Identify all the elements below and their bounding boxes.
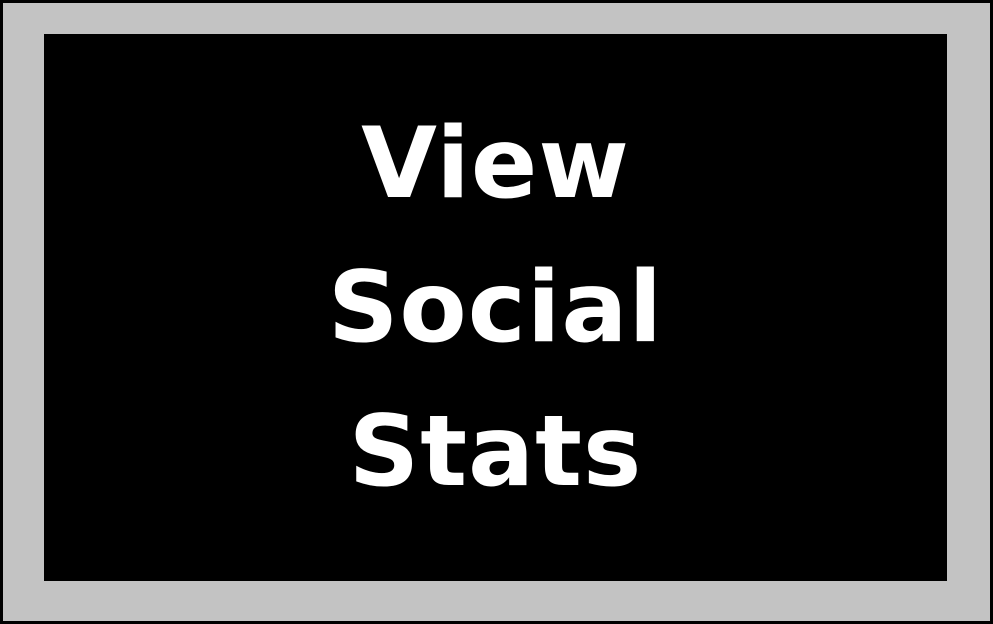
button-label-line-2: Social	[327, 250, 664, 365]
button-label-line-3: Stats	[348, 394, 643, 509]
button-frame: View Social Stats	[3, 3, 990, 621]
button-label-line-1: View	[361, 106, 630, 221]
view-social-stats-button[interactable]: View Social Stats	[44, 34, 947, 581]
